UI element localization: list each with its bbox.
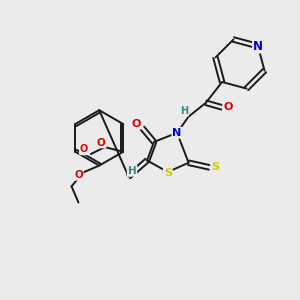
Text: O: O	[132, 118, 141, 128]
Text: S: S	[211, 162, 219, 172]
Text: O: O	[97, 137, 106, 148]
Text: H: H	[128, 166, 136, 176]
Text: N: N	[172, 128, 182, 138]
Text: O: O	[223, 102, 232, 112]
Text: S: S	[164, 168, 172, 178]
Text: O: O	[74, 170, 83, 180]
Text: N: N	[253, 40, 263, 52]
Text: O: O	[80, 144, 88, 154]
Text: H: H	[180, 106, 188, 116]
